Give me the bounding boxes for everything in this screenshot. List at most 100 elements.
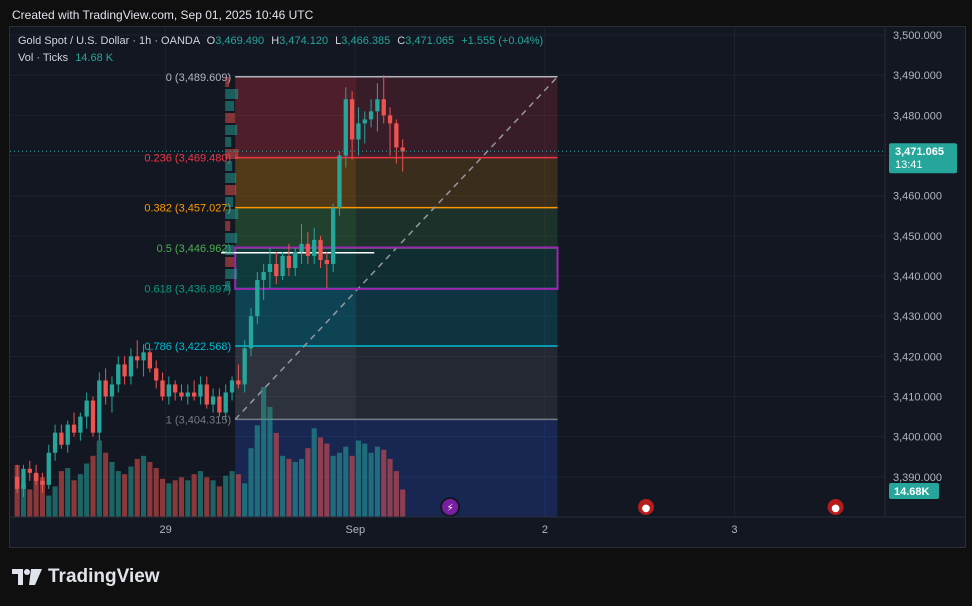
- volume-bar: [33, 474, 39, 517]
- candle: [242, 340, 247, 393]
- fib-level-label: 0.786 (3,422.568): [144, 341, 231, 353]
- volume-label: Vol · Ticks: [18, 52, 69, 64]
- high-value: 3,474.120: [279, 35, 329, 47]
- candle: [387, 107, 393, 156]
- time-axis-tick: 3: [731, 524, 737, 536]
- fib-zone-inner-0.382: [235, 207, 356, 249]
- candle: [261, 263, 266, 301]
- candle-body: [242, 348, 247, 385]
- volume-bar: [355, 440, 361, 517]
- candle-body: [286, 255, 292, 268]
- volume-bar: [84, 463, 90, 517]
- volume-bar: [343, 446, 349, 517]
- candle-body: [305, 243, 311, 256]
- volume-bar: [90, 455, 96, 517]
- volume-profile-bar: [225, 233, 238, 243]
- high-label: H: [271, 35, 280, 47]
- price-axis-tick: 3,410.000: [893, 392, 942, 404]
- candle-body: [40, 480, 45, 485]
- volume-bar: [185, 480, 191, 517]
- fib-zone-0.786: [235, 346, 558, 420]
- candle: [135, 340, 140, 369]
- volume-bar: [242, 483, 248, 517]
- candle-body: [71, 424, 77, 433]
- price-axis-tick: 3,450.000: [893, 231, 942, 243]
- volume-profile-bar: [225, 137, 232, 147]
- tradingview-logo: TradingView: [12, 566, 160, 588]
- volume-bar: [204, 477, 210, 517]
- price-axis-tick: 3,420.000: [893, 351, 942, 363]
- volume-profile-bar: [225, 77, 230, 87]
- close-label: C: [397, 35, 406, 47]
- candle-body: [52, 432, 58, 453]
- volume-value: 14.68 K: [75, 52, 114, 64]
- volume-bar: [115, 471, 121, 517]
- candle: [84, 392, 89, 429]
- volume-bar: [109, 461, 115, 517]
- candle-body: [97, 380, 102, 433]
- candle-body: [217, 396, 222, 413]
- candle-body: [210, 396, 216, 405]
- volume-bar: [159, 478, 166, 517]
- candle-body: [400, 147, 405, 152]
- candle: [210, 388, 216, 413]
- candle: [122, 356, 127, 385]
- volume-bar: [77, 474, 83, 517]
- volume-bar: [191, 474, 197, 517]
- low-value: 3,466.385: [341, 35, 391, 47]
- candle-body: [147, 352, 153, 369]
- open-label: O: [206, 35, 216, 47]
- time-axis-tick: 29: [160, 524, 172, 536]
- candle-body: [324, 259, 329, 264]
- candle: [109, 376, 115, 413]
- us-economic-event-icon: ●: [825, 497, 846, 517]
- price-axis-tick: 3,430.000: [893, 311, 942, 323]
- candle: [179, 384, 184, 401]
- candle-body: [293, 251, 298, 268]
- candle-body: [280, 255, 285, 277]
- candle-body: [90, 400, 96, 433]
- volume-bar: [400, 489, 406, 517]
- volume-bar: [141, 455, 147, 517]
- candle-body: [204, 384, 209, 405]
- candle: [160, 372, 165, 401]
- highlight-zone: [234, 246, 559, 290]
- volume-bar: [58, 471, 64, 517]
- candle: [185, 384, 190, 405]
- volume-bar: [147, 461, 153, 517]
- fib-zone-0.618: [235, 288, 558, 347]
- candle: [97, 372, 102, 441]
- symbol-title: Gold Spot / U.S. Dollar · 1h · OANDA: [18, 35, 200, 47]
- chart-panel[interactable]: 0 (3,489.609) 0.236 (3,469.480) 0.382 (3,4…: [9, 26, 966, 548]
- volume-bar: [235, 474, 241, 517]
- candle: [78, 412, 83, 441]
- price-axis-tick: 3,440.000: [893, 271, 942, 283]
- candle: [52, 424, 58, 461]
- fib-level-label: 0.5 (3,446.962): [157, 243, 232, 255]
- candle: [286, 243, 292, 277]
- candle-body: [191, 392, 197, 397]
- volume-bar: [134, 458, 140, 517]
- fib-level-label: 1 (3,404.315): [166, 414, 231, 426]
- volume-bar: [248, 448, 254, 517]
- candle-body: [109, 384, 115, 397]
- candle: [267, 247, 273, 289]
- price-axis-tick: 3,460.000: [893, 191, 942, 203]
- volume-profile-bar: [225, 89, 239, 99]
- symbol-legend: Gold Spot / U.S. Dollar · 1h · OANDA O 3,…: [18, 35, 543, 47]
- volume-bar: [299, 458, 305, 517]
- candle: [27, 460, 32, 481]
- volume-bar: [311, 428, 317, 517]
- price-chart[interactable]: 0 (3,489.609) 0.236 (3,469.480) 0.382 (3,4…: [10, 27, 965, 547]
- candle-body: [179, 392, 184, 397]
- candle-body: [46, 452, 51, 485]
- candle: [223, 384, 228, 421]
- fib-zone-inner-0: [235, 76, 356, 158]
- volume-bar: [71, 480, 77, 517]
- candle-body: [394, 123, 399, 148]
- time-axis-tick: Sep: [345, 524, 365, 536]
- candle-body: [166, 384, 171, 397]
- candle-body: [381, 99, 386, 116]
- volume-profile-bar: [225, 173, 237, 183]
- candle-body: [356, 123, 361, 140]
